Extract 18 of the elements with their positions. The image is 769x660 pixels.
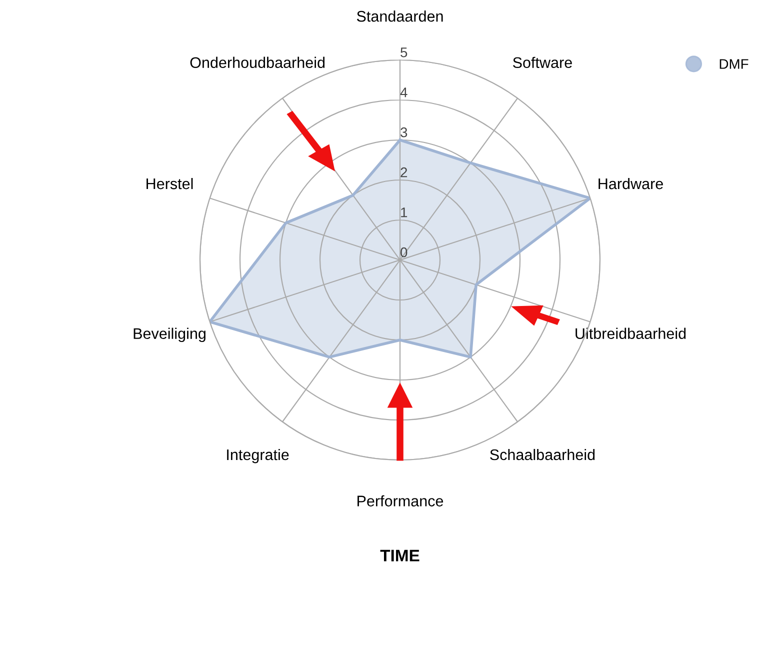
spoke-label: Standaarden	[356, 10, 443, 22]
y-tick-label: 4	[400, 88, 408, 98]
y-tick-label: 0	[400, 247, 408, 258]
spoke-label: Integratie	[227, 448, 289, 464]
spoke-label: Software	[513, 56, 572, 68]
spoke-label: Beveiliging	[134, 328, 206, 342]
spoke-label: Onderhoudbaarheid	[190, 56, 325, 68]
legend-label: DMF	[720, 59, 748, 69]
y-tick-label: 1	[401, 208, 408, 218]
y-tick-label: 2	[400, 167, 408, 178]
spoke-label: Uitbreidbaarheid	[576, 328, 686, 339]
spoke-label: Performance	[358, 495, 444, 506]
spoke-label: Schaalbaarheid	[490, 448, 595, 460]
spoke-label: Herstel	[146, 178, 193, 190]
spoke-label: Hardware	[598, 178, 663, 190]
text: TIME	[380, 550, 420, 562]
y-tick-label: 3	[400, 127, 408, 138]
y-tick-label: 5	[400, 48, 408, 58]
